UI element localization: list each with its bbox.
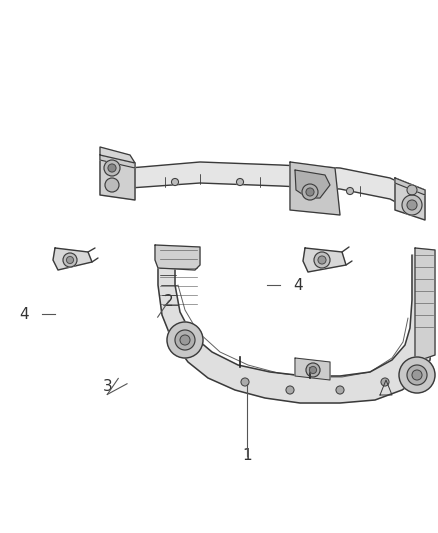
Polygon shape (158, 250, 432, 403)
Polygon shape (395, 178, 425, 195)
Polygon shape (290, 162, 340, 215)
Circle shape (180, 335, 190, 345)
Circle shape (63, 253, 77, 267)
Circle shape (172, 179, 179, 185)
Circle shape (381, 378, 389, 386)
Circle shape (108, 164, 116, 172)
Circle shape (175, 330, 195, 350)
Polygon shape (395, 178, 425, 220)
Circle shape (407, 365, 427, 385)
Circle shape (167, 322, 203, 358)
Polygon shape (100, 155, 135, 168)
Circle shape (336, 386, 344, 394)
Polygon shape (130, 162, 405, 207)
Circle shape (302, 184, 318, 200)
Circle shape (104, 160, 120, 176)
Circle shape (407, 200, 417, 210)
Circle shape (407, 185, 417, 195)
Circle shape (105, 178, 119, 192)
Text: 2: 2 (164, 294, 173, 309)
Polygon shape (155, 245, 200, 270)
Polygon shape (100, 155, 135, 200)
Polygon shape (295, 358, 330, 380)
Circle shape (310, 367, 317, 374)
Circle shape (237, 179, 244, 185)
Text: 1: 1 (243, 448, 252, 463)
Circle shape (314, 252, 330, 268)
Circle shape (67, 256, 74, 263)
Text: 3: 3 (102, 379, 112, 394)
Polygon shape (303, 248, 346, 272)
Circle shape (286, 386, 294, 394)
Circle shape (306, 188, 314, 196)
Polygon shape (53, 248, 92, 270)
Text: 4: 4 (293, 278, 303, 293)
Circle shape (346, 188, 353, 195)
Polygon shape (100, 147, 135, 163)
Circle shape (399, 357, 435, 393)
Circle shape (306, 363, 320, 377)
Circle shape (402, 195, 422, 215)
Circle shape (318, 256, 326, 264)
Polygon shape (295, 170, 330, 198)
Circle shape (412, 370, 422, 380)
Circle shape (241, 378, 249, 386)
Text: 4: 4 (19, 307, 28, 322)
Polygon shape (415, 248, 435, 362)
